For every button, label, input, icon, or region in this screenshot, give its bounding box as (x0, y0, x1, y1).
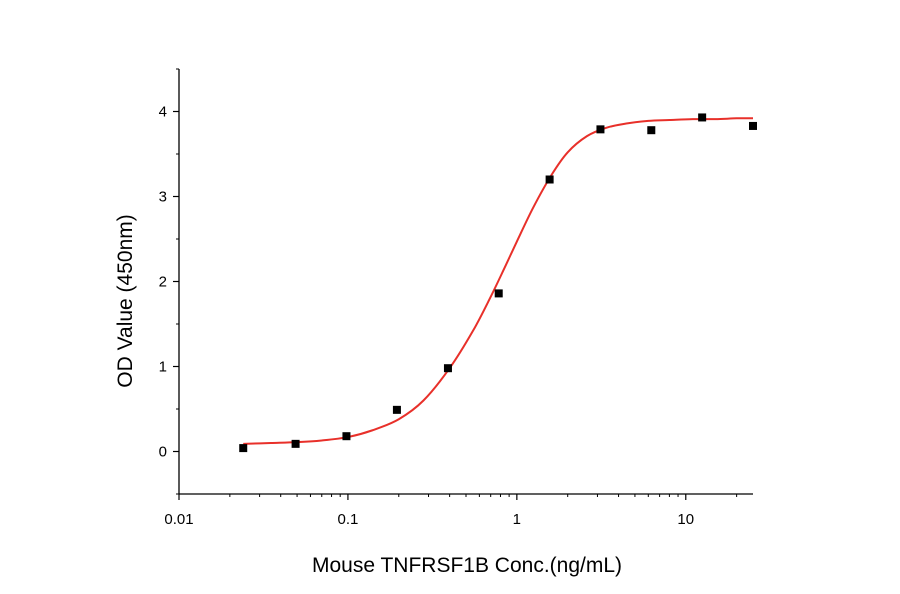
x-tick-label: 10 (677, 511, 694, 528)
data-point (494, 289, 503, 298)
data-point (749, 121, 757, 130)
y-tick-label: 1 (159, 359, 167, 376)
data-point (291, 439, 300, 448)
y-tick-label: 4 (159, 104, 167, 121)
data-point (545, 175, 554, 184)
y-tick-label: 3 (159, 189, 167, 206)
x-axis-title: Mouse TNFRSF1B Conc.(ng/mL) (312, 554, 622, 577)
data-point (342, 432, 351, 441)
x-tick-label: 0.1 (337, 511, 358, 528)
axes: 0 1 2 3 4 0.01 0.1 1 10 (159, 68, 753, 528)
data-point (239, 444, 248, 453)
data-point (698, 113, 707, 122)
data-points-layer (239, 113, 757, 453)
fit-curve (243, 117, 754, 445)
data-point (392, 405, 401, 414)
fit-curve-layer (243, 117, 754, 445)
y-tick-label: 0 (159, 444, 167, 461)
y-tick-label: 2 (159, 274, 167, 291)
x-tick-label: 1 (513, 511, 521, 528)
data-point (596, 125, 605, 134)
data-point (647, 126, 656, 135)
data-point (443, 364, 452, 373)
y-axis-title: OD Value (450nm) (114, 214, 137, 388)
x-tick-label: 0.01 (164, 511, 193, 528)
